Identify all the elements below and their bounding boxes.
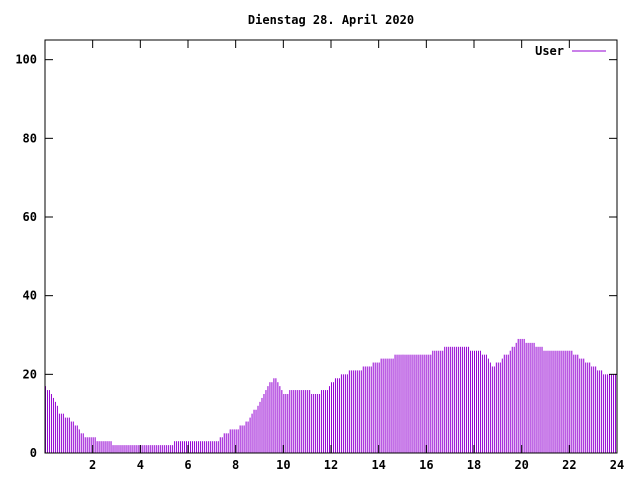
x-tick-label: 4 [137, 458, 144, 472]
x-tick-label: 10 [276, 458, 290, 472]
bar-series-user [45, 338, 617, 453]
legend-label-user: User [535, 44, 564, 58]
legend: User [535, 44, 606, 58]
y-tick-label: 40 [23, 289, 37, 303]
x-tick-label: 2 [89, 458, 96, 472]
x-tick-label: 20 [514, 458, 528, 472]
x-tick-label: 22 [562, 458, 576, 472]
y-tick-label: 0 [30, 446, 37, 460]
x-tick-label: 24 [610, 458, 624, 472]
x-tick-label: 6 [184, 458, 191, 472]
x-tick-label: 16 [419, 458, 433, 472]
x-tick-label: 12 [324, 458, 338, 472]
x-tick-label: 18 [467, 458, 481, 472]
y-tick-label: 100 [15, 53, 37, 67]
chart-title: Dienstag 28. April 2020 [248, 13, 414, 27]
x-tick-label: 14 [371, 458, 385, 472]
y-tick-label: 20 [23, 367, 37, 381]
x-tick-label: 8 [232, 458, 239, 472]
y-tick-label: 80 [23, 131, 37, 145]
y-tick-label: 60 [23, 210, 37, 224]
